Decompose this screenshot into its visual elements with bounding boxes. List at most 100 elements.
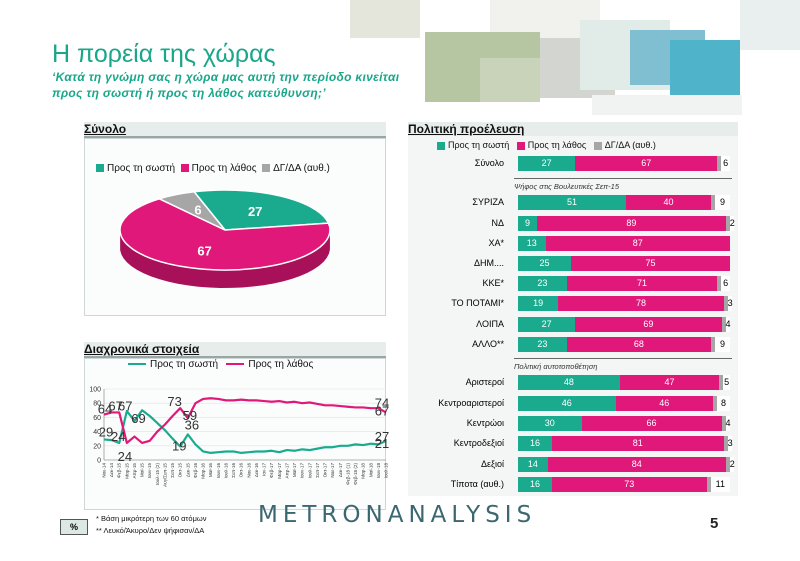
trend-label-wrong_s6: 59 bbox=[183, 408, 197, 423]
trend-label-end_correct: 21 bbox=[375, 436, 389, 451]
bar-segment-wrong: 47 bbox=[619, 375, 720, 390]
bar-row-label: ΑΛΛΟ** bbox=[472, 339, 504, 349]
x-tick-label: Σεπ-16 bbox=[231, 463, 236, 478]
x-tick-label: Φεβ-17 bbox=[269, 463, 274, 478]
footnote-2: ** Λευκό/Άκυρο/Δεν ψήφισαν/ΔΑ bbox=[96, 526, 205, 535]
page-title: Η πορεία της χώρας bbox=[52, 40, 276, 68]
pie-slice-0 bbox=[192, 189, 330, 231]
bar-segment-correct: 27 bbox=[518, 317, 576, 332]
x-tick-label: Ιαν-17 bbox=[262, 463, 267, 476]
bar-segment-wrong: 84 bbox=[547, 457, 726, 472]
x-tick-label: Μαϊ-18 bbox=[368, 463, 373, 478]
x-tick-label: Μαρ-17 bbox=[277, 463, 282, 479]
bar-row-label: ΝΔ bbox=[491, 218, 504, 228]
x-tick-label: Δεκ-17 bbox=[338, 463, 343, 477]
footnote-1: * Βάση μικρότερη των 60 ατόμων bbox=[96, 514, 207, 523]
pie-label-1: 67 bbox=[197, 244, 211, 259]
x-tick-label: Απρ-17 bbox=[284, 463, 289, 479]
trend-label-wrong_first: 64 bbox=[98, 402, 112, 417]
bar-segment-correct: 30 bbox=[518, 416, 582, 431]
bar-segment-dk: 8 bbox=[713, 396, 730, 411]
political-panel-title: Πολιτική προέλευση bbox=[408, 122, 525, 136]
y-tick-label: 80 bbox=[93, 401, 101, 408]
x-tick-label: Δεκ-16 bbox=[254, 463, 259, 477]
x-tick-label: Οκτ-17 bbox=[323, 463, 328, 478]
bar-segment-correct: 19 bbox=[518, 296, 559, 311]
bar-row-label: Αριστεροί bbox=[465, 377, 504, 387]
y-tick-label: 0 bbox=[97, 458, 101, 465]
bar-segment-dk: 6 bbox=[717, 156, 730, 171]
x-tick-label: Σεπ-17 bbox=[315, 463, 320, 478]
trend-label-end_wrong: 67 bbox=[375, 403, 389, 418]
bar-segment-dk: 11 bbox=[706, 477, 730, 492]
subtitle-line-1: ‘Κατά τη γνώμη σας η χώρα μας αυτή την π… bbox=[52, 70, 400, 84]
bar-legend-wrong: Προς τη λάθος bbox=[527, 140, 587, 150]
x-tick-label: Μαϊ-15 bbox=[140, 463, 145, 478]
pie-side-1 bbox=[120, 231, 330, 288]
trend-label-correct_first: 29 bbox=[99, 424, 113, 439]
bar-row-label: Κεντροαριστεροί bbox=[438, 398, 504, 408]
x-tick-label: Ιουλ-17 bbox=[307, 463, 312, 479]
bar-segment-dk: 4 bbox=[721, 317, 731, 332]
trend-legend-correct: Προς τη σωστή bbox=[150, 359, 219, 370]
bar-segment-wrong: 89 bbox=[537, 216, 726, 231]
x-tick-label: Μαρ-15 bbox=[124, 463, 129, 479]
bar-row-label: ΔΗΜ.... bbox=[473, 258, 504, 268]
bar-segment-wrong: 40 bbox=[626, 195, 711, 210]
trend-label-correct_s4: 19 bbox=[172, 439, 186, 454]
bar-legend-correct: Προς τη σωστή bbox=[448, 140, 510, 150]
x-tick-label: Φεβ-18 (1) bbox=[345, 463, 350, 485]
bar-segment-wrong: 66 bbox=[581, 416, 722, 431]
total-panel-header: Σύνολο bbox=[84, 122, 386, 138]
bar-segment-dk: 9 bbox=[710, 195, 730, 210]
bar-segment-correct: 16 bbox=[518, 436, 552, 451]
bar-segment-correct: 51 bbox=[518, 195, 627, 210]
bar-segment-correct: 9 bbox=[518, 216, 538, 231]
bar-segment-dk: 2 bbox=[725, 216, 735, 231]
x-tick-label: Ιουλ-18 bbox=[384, 463, 389, 479]
pie-label-2: 6 bbox=[194, 203, 201, 218]
y-tick-label: 40 bbox=[93, 429, 101, 436]
x-tick-label: Φεβ-16 bbox=[193, 463, 198, 478]
bar-segment-correct: 23 bbox=[518, 337, 567, 352]
pie-slice-2 bbox=[157, 190, 226, 231]
bar-segment-wrong: 46 bbox=[615, 396, 714, 411]
metron-analysis-logo: METRONANALYSIS bbox=[258, 502, 537, 528]
x-tick-label: Μαϊ-16 bbox=[208, 463, 213, 478]
x-tick-label: Νοε-14 bbox=[102, 463, 107, 478]
x-tick-label: Μαρ-16 bbox=[201, 463, 206, 479]
bar-segment-correct: 48 bbox=[518, 375, 620, 390]
pie-legend: Προς τη σωστή Προς τη λάθος ΔΓ/ΔΑ (αυθ.) bbox=[96, 163, 330, 174]
x-tick-label: Ιουλ-15 (2) bbox=[155, 463, 160, 486]
x-tick-label: Ιουν-16 bbox=[216, 463, 221, 479]
bar-segment-wrong: 69 bbox=[575, 317, 722, 332]
bar-segment-dk: 3 bbox=[723, 436, 733, 451]
x-tick-label: Φεβ-18 (2) bbox=[353, 463, 358, 485]
bar-legend-dk: ΔΓ/ΔΑ (αυθ.) bbox=[604, 140, 656, 150]
bar-row-label: ΤΟ ΠΟΤΑΜΙ* bbox=[451, 298, 504, 308]
bar-segment-correct: 23 bbox=[518, 276, 567, 291]
trend-line-wrong bbox=[103, 397, 387, 445]
x-tick-label: Μαρ-18 bbox=[361, 463, 366, 479]
bar-legend: Προς τη σωστή Προς τη λάθος ΔΓ/ΔΑ (αυθ.) bbox=[437, 140, 656, 150]
bar-segment-wrong: 87 bbox=[545, 236, 730, 251]
bar-row-label: ΛΟΙΠΑ bbox=[476, 319, 504, 329]
section-note-self-placement: Πολιτική αυτοτοποθέτηση bbox=[514, 362, 598, 371]
x-tick-label: Ιουν-15 bbox=[147, 463, 152, 479]
bar-row-label: ΚΚΕ* bbox=[482, 278, 504, 288]
bar-row-label: ΧΑ* bbox=[488, 238, 504, 248]
bar-segment-dk: 3 bbox=[723, 296, 733, 311]
x-tick-label: Ιουν-17 bbox=[300, 463, 305, 479]
bar-segment-dk: 4 bbox=[721, 416, 731, 431]
x-tick-label: Σεπ-15 bbox=[170, 463, 175, 478]
bar-segment-wrong: 73 bbox=[551, 477, 707, 492]
x-tick-label: Απρ-15 bbox=[132, 463, 137, 479]
trend-label-correct_s3: 24 bbox=[118, 449, 132, 464]
trend-line-correct bbox=[103, 409, 387, 455]
x-tick-label: Ιουλ-16 bbox=[223, 463, 228, 479]
x-tick-label: Νοε-17 bbox=[330, 463, 335, 478]
header-decoration bbox=[330, 0, 800, 115]
percent-badge: % bbox=[60, 519, 88, 535]
y-tick-label: 20 bbox=[93, 443, 101, 450]
trend-label-correct_s2: 24 bbox=[111, 429, 125, 444]
